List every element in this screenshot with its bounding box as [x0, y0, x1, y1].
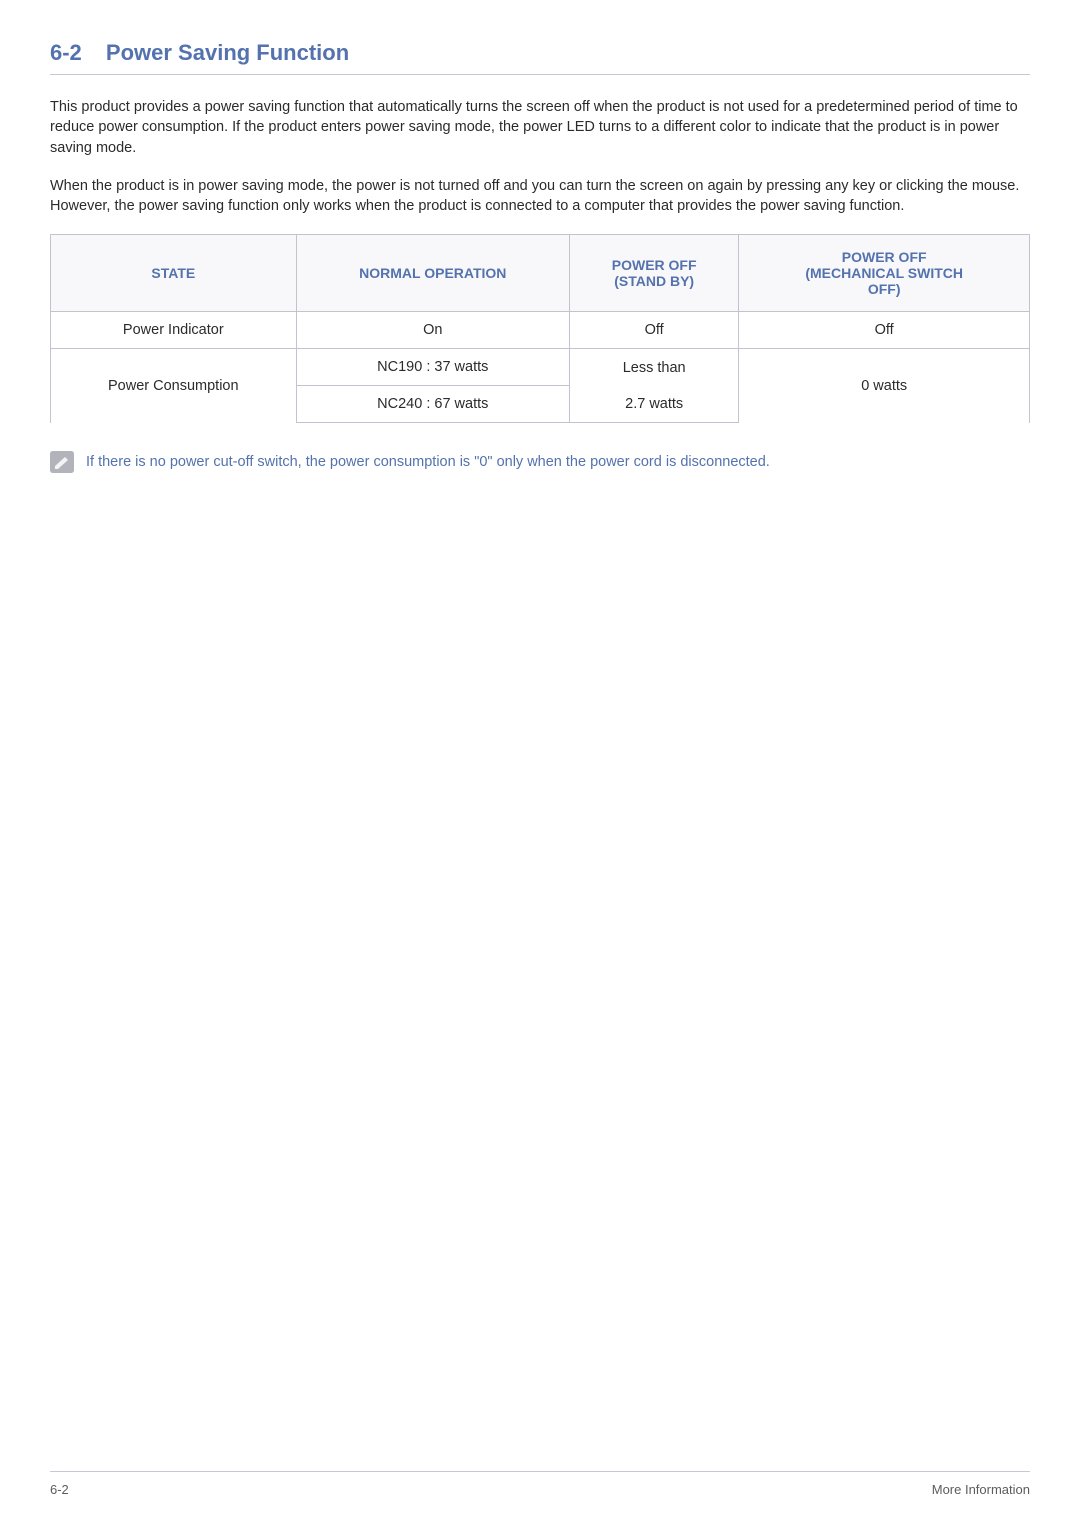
cell-r3c3: 2.7 watts: [569, 386, 738, 423]
page-footer: 6-2 More Information: [50, 1471, 1030, 1497]
section-heading: 6-2 Power Saving Function: [50, 40, 1030, 75]
col3-line2: (STAND BY): [614, 273, 694, 289]
note-block: If there is no power cut-off switch, the…: [50, 451, 1030, 473]
cell-r2c2: NC190 : 37 watts: [296, 349, 569, 386]
paragraph-1: This product provides a power saving fun…: [50, 97, 1030, 158]
table-header-row: STATE NORMAL OPERATION POWER OFF (STAND …: [51, 235, 1030, 312]
col4-line3: OFF): [868, 281, 901, 297]
cell-r1c4: Off: [739, 312, 1030, 349]
footer-left: 6-2: [50, 1482, 69, 1497]
cell-r1c2: On: [296, 312, 569, 349]
section-title: Power Saving Function: [106, 40, 349, 65]
cell-r3c2: NC240 : 67 watts: [296, 386, 569, 423]
col4-line1: POWER OFF: [842, 249, 927, 265]
paragraph-2: When the product is in power saving mode…: [50, 176, 1030, 217]
cell-r1c3: Off: [569, 312, 738, 349]
section-number: 6-2: [50, 40, 82, 65]
col-state: STATE: [51, 235, 297, 312]
col-power-off-mech: POWER OFF (MECHANICAL SWITCH OFF): [739, 235, 1030, 312]
table-row: Power Consumption NC190 : 37 watts Less …: [51, 349, 1030, 386]
col3-line1: POWER OFF: [612, 257, 697, 273]
table-row: Power Indicator On Off Off: [51, 312, 1030, 349]
cell-r1c1: Power Indicator: [51, 312, 297, 349]
power-saving-table: STATE NORMAL OPERATION POWER OFF (STAND …: [50, 234, 1030, 423]
cell-r2c4: 0 watts: [739, 349, 1030, 423]
note-icon: [50, 451, 74, 473]
col-normal-op: NORMAL OPERATION: [296, 235, 569, 312]
footer-right: More Information: [932, 1482, 1030, 1497]
note-text: If there is no power cut-off switch, the…: [86, 454, 770, 470]
col4-line2: (MECHANICAL SWITCH: [805, 265, 963, 281]
cell-r2c1: Power Consumption: [51, 349, 297, 423]
cell-r2c3: Less than: [569, 349, 738, 386]
col-power-off-standby: POWER OFF (STAND BY): [569, 235, 738, 312]
